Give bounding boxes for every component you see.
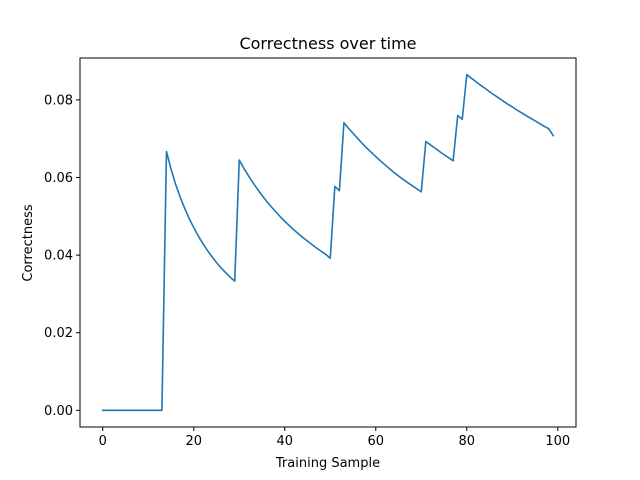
- y-tick-label: 0.08: [44, 93, 73, 108]
- x-axis-label: Training Sample: [275, 456, 380, 471]
- x-tick-label: 80: [459, 434, 476, 449]
- x-tick-label: 100: [545, 434, 570, 449]
- y-tick-label: 0.04: [44, 249, 73, 264]
- x-tick-label: 60: [368, 434, 385, 449]
- y-axis: 0.00 0.02 0.04 0.06 0.08: [44, 93, 80, 419]
- chart-title: Correctness over time: [239, 34, 416, 53]
- y-tick-label: 0.02: [44, 326, 73, 341]
- x-tick-label: 20: [185, 434, 202, 449]
- series-line-correctness: [101, 73, 555, 412]
- plot-area: [79, 57, 577, 428]
- x-tick-label: 0: [99, 434, 107, 449]
- y-axis-label: Correctness: [21, 204, 36, 281]
- x-axis: 0 20 40 60 80 100: [99, 427, 570, 449]
- axes-frame: [79, 57, 577, 428]
- series-layer: [101, 73, 555, 412]
- y-tick-label: 0.00: [44, 404, 73, 419]
- x-tick-label: 40: [276, 434, 293, 449]
- y-tick-label: 0.06: [44, 171, 73, 186]
